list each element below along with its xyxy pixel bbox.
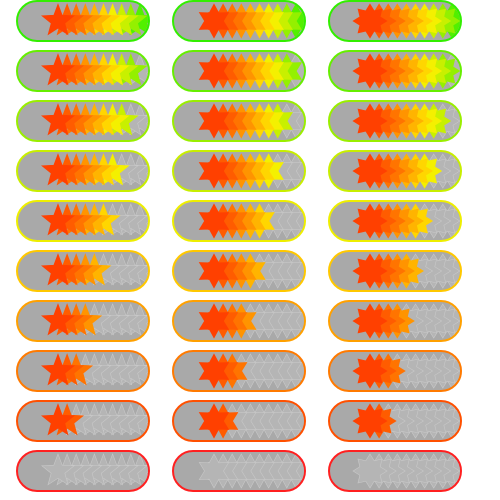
filled-star-icon[interactable]: [41, 403, 75, 436]
star-rating-six-point[interactable]: [172, 50, 306, 92]
star-rating-six-point[interactable]: [172, 450, 306, 492]
star-rating-five-point[interactable]: [16, 450, 150, 492]
filled-star-icon[interactable]: [198, 53, 230, 89]
star-rating-eight-point[interactable]: [328, 300, 462, 342]
star-row: [352, 403, 460, 439]
star-row: [352, 3, 460, 39]
star-rating-five-point[interactable]: [16, 0, 150, 42]
filled-star-icon[interactable]: [41, 253, 75, 286]
star-rating-eight-point[interactable]: [328, 450, 462, 492]
star-row: [352, 353, 460, 389]
star-row: [41, 153, 148, 186]
star-row: [352, 203, 460, 239]
star-row: [352, 303, 460, 339]
filled-star-icon[interactable]: [352, 303, 388, 339]
star-row: [352, 53, 460, 89]
filled-star-icon[interactable]: [198, 3, 230, 39]
filled-star-icon[interactable]: [352, 403, 388, 439]
filled-star-icon[interactable]: [41, 353, 75, 386]
star-rating-five-point[interactable]: [16, 200, 150, 242]
star-rating-six-point[interactable]: [172, 300, 306, 342]
filled-star-icon[interactable]: [198, 203, 230, 239]
star-rating-five-point[interactable]: [16, 100, 150, 142]
star-row: [41, 53, 148, 86]
star-row: [198, 403, 304, 439]
star-row: [352, 153, 460, 189]
filled-star-icon[interactable]: [352, 3, 388, 39]
star-row: [41, 253, 148, 286]
star-row: [198, 3, 304, 39]
star-row: [352, 103, 460, 139]
star-row: [352, 253, 460, 289]
star-rating-eight-point[interactable]: [328, 100, 462, 142]
star-rating-five-point[interactable]: [16, 250, 150, 292]
filled-star-icon[interactable]: [198, 403, 230, 439]
star-row: [41, 403, 148, 436]
filled-star-icon[interactable]: [352, 353, 388, 389]
star-row: [198, 353, 304, 389]
star-row: [198, 53, 304, 89]
star-rating-six-point[interactable]: [172, 100, 306, 142]
empty-star-icon[interactable]: [352, 453, 388, 489]
star-rating-five-point[interactable]: [16, 50, 150, 92]
star-rating-six-point[interactable]: [172, 400, 306, 442]
star-rating-six-point[interactable]: [172, 0, 306, 42]
filled-star-icon[interactable]: [198, 353, 230, 389]
empty-star-icon[interactable]: [198, 453, 230, 489]
star-row: [198, 103, 304, 139]
star-row: [41, 353, 148, 386]
star-row: [41, 3, 148, 36]
star-row: [41, 453, 148, 486]
filled-star-icon[interactable]: [198, 103, 230, 139]
star-rating-five-point[interactable]: [16, 150, 150, 192]
star-rating-eight-point[interactable]: [328, 200, 462, 242]
star-rating-eight-point[interactable]: [328, 250, 462, 292]
star-rating-six-point[interactable]: [172, 150, 306, 192]
star-rating-eight-point[interactable]: [328, 50, 462, 92]
star-rating-six-point[interactable]: [172, 250, 306, 292]
star-rating-five-point[interactable]: [16, 300, 150, 342]
star-row: [41, 103, 148, 136]
filled-star-icon[interactable]: [198, 303, 230, 339]
filled-star-icon[interactable]: [352, 253, 388, 289]
star-rating-five-point[interactable]: [16, 350, 150, 392]
empty-star-icon[interactable]: [41, 453, 75, 486]
filled-star-icon[interactable]: [352, 153, 388, 189]
filled-star-icon[interactable]: [41, 103, 75, 136]
filled-star-icon[interactable]: [198, 253, 230, 289]
star-row: [198, 203, 304, 239]
star-rating-five-point[interactable]: [16, 400, 150, 442]
filled-star-icon[interactable]: [41, 303, 75, 336]
star-row: [198, 253, 304, 289]
star-rating-eight-point[interactable]: [328, 150, 462, 192]
star-row: [41, 203, 148, 236]
star-row: [41, 303, 148, 336]
filled-star-icon[interactable]: [352, 203, 388, 239]
filled-star-icon[interactable]: [41, 3, 75, 36]
star-rating-eight-point[interactable]: [328, 350, 462, 392]
star-rating-eight-point[interactable]: [328, 400, 462, 442]
filled-star-icon[interactable]: [352, 103, 388, 139]
star-row: [352, 453, 460, 489]
filled-star-icon[interactable]: [198, 153, 230, 189]
star-rating-six-point[interactable]: [172, 200, 306, 242]
filled-star-icon[interactable]: [41, 203, 75, 236]
star-rating-eight-point[interactable]: [328, 0, 462, 42]
filled-star-icon[interactable]: [41, 53, 75, 86]
star-row: [198, 303, 304, 339]
star-row: [198, 153, 304, 189]
filled-star-icon[interactable]: [352, 53, 388, 89]
star-row: [198, 453, 304, 489]
filled-star-icon[interactable]: [41, 153, 75, 186]
star-rating-six-point[interactable]: [172, 350, 306, 392]
